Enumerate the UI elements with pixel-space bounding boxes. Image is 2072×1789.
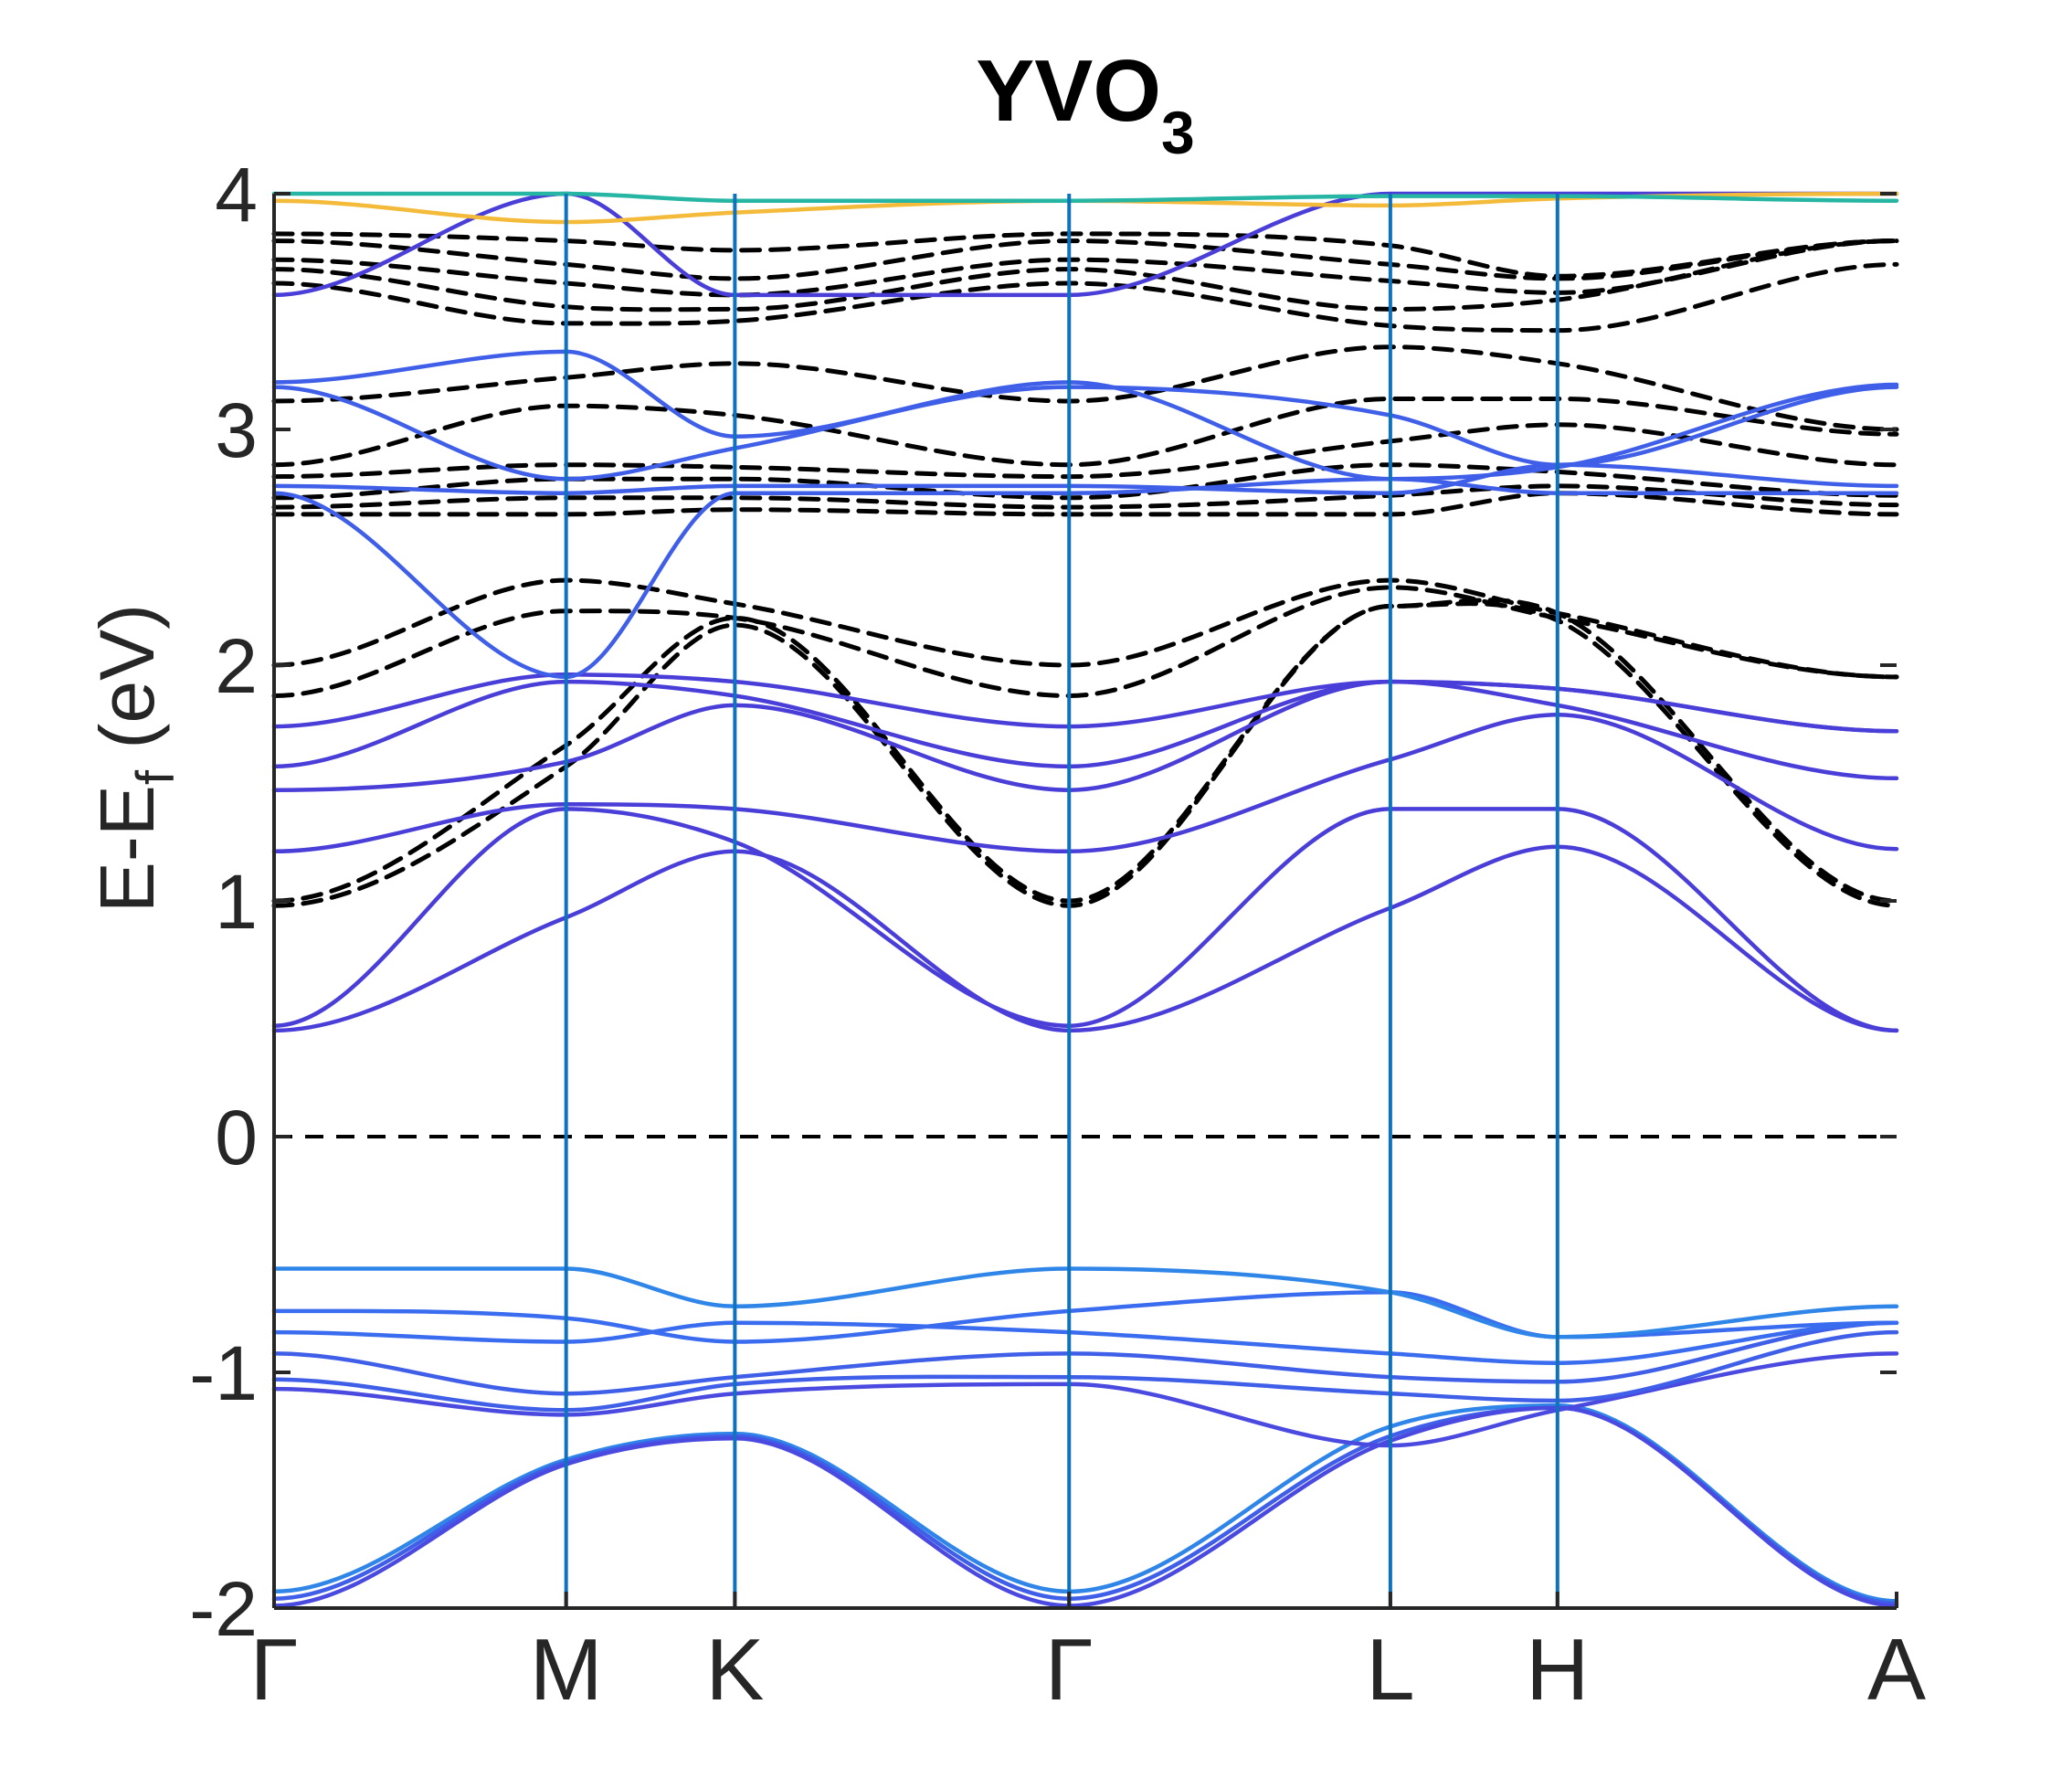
kpoint-label-0: Γ bbox=[250, 1621, 299, 1719]
kpoint-label-3: Γ bbox=[1045, 1621, 1094, 1719]
chart-title-main: YVO bbox=[976, 42, 1161, 140]
kpoint-label-4: L bbox=[1366, 1621, 1414, 1719]
plot-background bbox=[274, 194, 1897, 1608]
y-ticks: -2 -1 0 1 2 3 4 bbox=[189, 152, 1898, 1652]
projected-band-15 bbox=[271, 476, 1899, 680]
y-tick-label-2: 0 bbox=[215, 1095, 258, 1180]
y-tick-label-6: 4 bbox=[215, 152, 258, 238]
kpoint-label-2: K bbox=[705, 1621, 764, 1719]
y-tick-label-1: -1 bbox=[189, 1330, 258, 1416]
kpoint-lines bbox=[564, 194, 1559, 1608]
plot-area bbox=[271, 191, 1899, 1608]
kpoint-label-1: M bbox=[530, 1621, 603, 1719]
y-axis-label: E-Ef (eV) bbox=[84, 604, 185, 913]
y-tick-label-3: 1 bbox=[215, 859, 258, 945]
kpoint-label-5: H bbox=[1526, 1621, 1589, 1719]
chart-title: YVO3 bbox=[976, 42, 1194, 166]
y-tick-label-0: -2 bbox=[189, 1566, 258, 1652]
y-tick-label-5: 3 bbox=[215, 387, 258, 473]
y-axis-label-unit: (eV) bbox=[84, 604, 170, 770]
kpoint-label-6: A bbox=[1867, 1621, 1926, 1719]
y-axis-label-subscript: f bbox=[126, 769, 185, 785]
y-axis-label-main: E-E bbox=[84, 785, 170, 913]
chart-title-subscript: 3 bbox=[1161, 99, 1195, 166]
y-tick-label-4: 2 bbox=[215, 623, 258, 709]
